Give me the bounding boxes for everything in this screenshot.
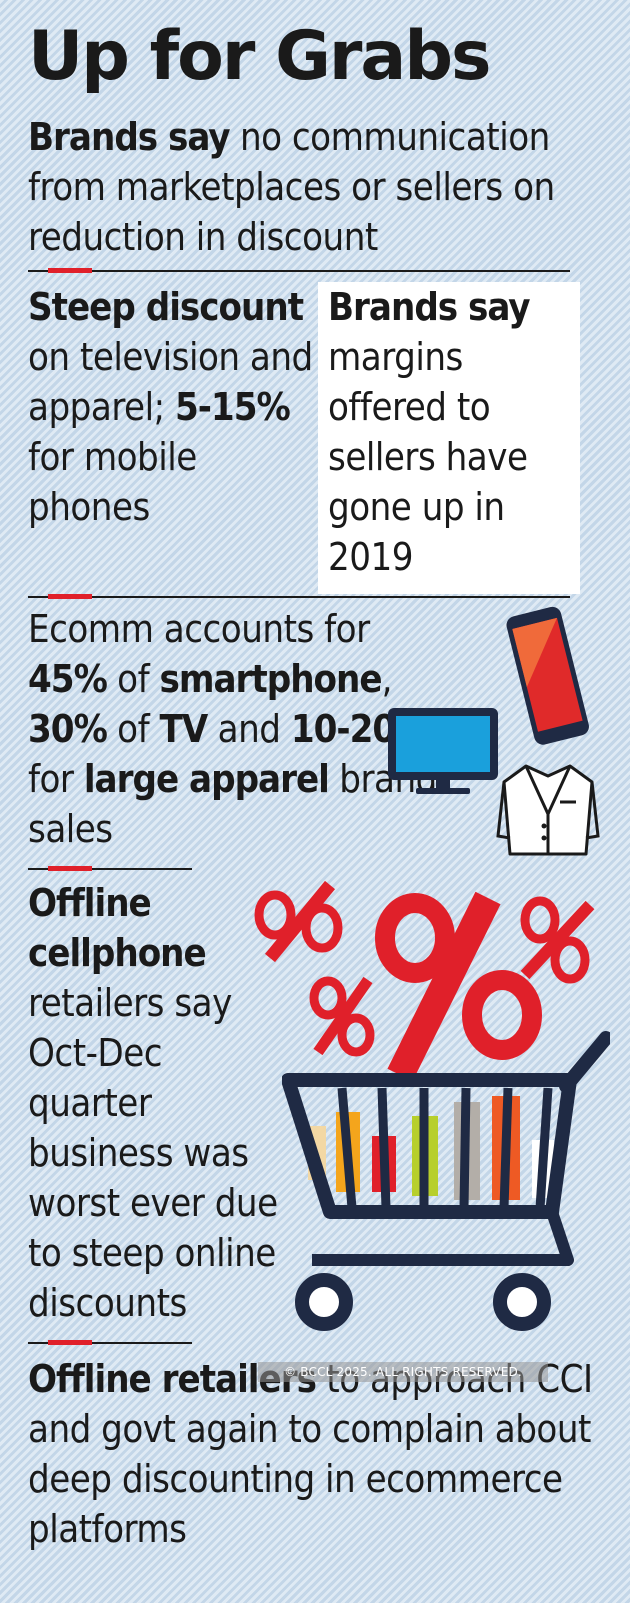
section1-bold1: Steep discount (28, 285, 304, 329)
divider-2 (28, 596, 570, 598)
section2-text-1: Ecomm accounts for (28, 607, 370, 651)
section1-right-bold: Brands say (328, 285, 531, 329)
divider-1 (28, 270, 570, 272)
highlight-box (318, 282, 580, 594)
section2-text-6: for (28, 757, 84, 801)
section1-text1: on television and apparel; (28, 335, 313, 429)
section1-right: Brands say margins offered to sellers ha… (328, 282, 568, 582)
percent-icons (254, 880, 595, 1080)
shopping-cart-icon (282, 1031, 610, 1331)
divider-4-accent (48, 1340, 92, 1345)
tv-icon (388, 708, 498, 794)
divider-4 (28, 1342, 192, 1344)
section1-right-text: margins offered to sellers have gone up … (328, 335, 528, 579)
divider-1-accent (48, 268, 92, 273)
section3-text: retailers say Oct-Dec quarter business w… (28, 981, 278, 1325)
section2-bold-1: 45% (28, 657, 108, 701)
jacket-icon (496, 764, 600, 856)
section2-text-3: , (381, 657, 393, 701)
copyright-watermark: © BCCL 2025. ALL RIGHTS RESERVED. (258, 1362, 548, 1382)
divider-3-accent (48, 866, 92, 871)
subtitle: Brands say no communication from marketp… (28, 112, 608, 262)
subtitle-bold: Brands say (28, 115, 231, 159)
section3: Offline cellphone retailers say Oct-Dec … (28, 878, 278, 1328)
section2-text-2: of (106, 657, 160, 701)
section1-text2: for mobile phones (28, 435, 197, 529)
section2-bold-4: TV (159, 707, 208, 751)
section2-bold-2: smartphone (159, 657, 382, 701)
section2-text-4: of (106, 707, 160, 751)
section2-bold-6: large apparel (83, 757, 330, 801)
section4: Offline retailers to approach CCI and go… (28, 1354, 608, 1554)
section3-bold: Offline cellphone (28, 881, 207, 975)
smartphone-icon (506, 606, 589, 745)
page-title: Up for Grabs (28, 17, 491, 96)
section1-left: Steep discount on television and apparel… (28, 282, 318, 532)
section2-bold-3: 30% (28, 707, 108, 751)
subtitle-text: no communication from marketplaces or se… (28, 115, 555, 259)
section2-text-5: and (207, 707, 291, 751)
divider-3 (28, 868, 192, 870)
divider-2-accent (48, 594, 92, 599)
section1-bold2: 5-15% (174, 385, 291, 429)
